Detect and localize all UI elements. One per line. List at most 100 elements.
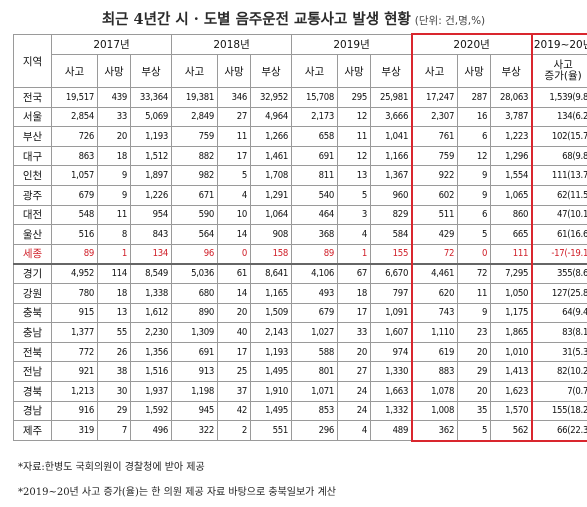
value-cell: 1,332: [370, 400, 413, 422]
value-cell: 620: [411, 282, 459, 304]
value-cell: 913: [171, 361, 219, 382]
value-cell: 1,495: [250, 400, 293, 422]
value-cell: 908: [250, 224, 293, 245]
table-row: 대구 863 18 1,512 882 17 1,461 691 12 1,166 759 12 1,2…: [13, 145, 587, 167]
value-cell: 1,091: [370, 302, 413, 324]
value-cell: 17: [337, 302, 372, 324]
value-cell: 9: [457, 184, 492, 206]
value-cell: 19,517: [51, 87, 98, 108]
value-cell: 5: [217, 165, 252, 186]
value-cell: 296: [291, 420, 339, 441]
region-cell: 전북: [13, 341, 52, 363]
value-cell: 368: [291, 224, 339, 245]
value-cell: 540: [291, 184, 339, 206]
region-cell: 전남: [13, 361, 52, 382]
region-cell: 전국: [13, 87, 52, 108]
value-cell: 13: [97, 302, 131, 324]
value-cell: 759: [411, 145, 459, 167]
year-header-2019: 2019년: [291, 34, 413, 55]
value-cell: 17: [217, 145, 252, 167]
change-cell: 64(9.4): [531, 302, 587, 324]
value-cell: 1,064: [250, 204, 293, 226]
value-cell: 1,612: [129, 302, 173, 324]
value-cell: 158: [250, 243, 293, 265]
value-cell: 2,230: [129, 322, 173, 343]
value-cell: 2,849: [171, 106, 219, 128]
region-cell: 서울: [13, 106, 52, 128]
value-cell: 26: [97, 341, 131, 363]
value-cell: 114: [97, 262, 131, 284]
title-unit: (단위: 건,명,%): [414, 15, 486, 27]
value-cell: 954: [129, 204, 173, 226]
value-cell: 1,516: [129, 361, 173, 382]
change-cell: 134(6.2): [531, 106, 587, 128]
value-cell: 1,226: [129, 184, 173, 206]
value-cell: 564: [171, 224, 219, 245]
value-cell: 20: [457, 341, 492, 363]
subheader-cell: 사망: [337, 54, 372, 88]
region-cell: 충남: [13, 322, 52, 343]
value-cell: 5: [457, 420, 492, 441]
value-cell: 4,106: [291, 262, 339, 284]
value-cell: 548: [51, 204, 98, 226]
value-cell: 2,854: [51, 106, 98, 128]
subheader-cell: 사고: [411, 54, 459, 88]
region-cell: 인천: [13, 165, 52, 186]
value-cell: 72: [457, 262, 492, 284]
value-cell: 4: [337, 224, 372, 245]
change-cell: 68(9.8): [531, 145, 587, 167]
value-cell: 9: [97, 184, 131, 206]
value-cell: 860: [490, 204, 533, 226]
value-cell: 0: [457, 243, 492, 265]
value-cell: 295: [337, 87, 372, 108]
value-cell: 1,512: [129, 145, 173, 167]
value-cell: 7: [97, 420, 131, 441]
value-cell: 18: [97, 145, 131, 167]
value-cell: 319: [51, 420, 98, 441]
value-cell: 1,193: [250, 341, 293, 363]
value-cell: 9: [457, 165, 492, 186]
value-cell: 20: [337, 341, 372, 363]
change-cell: 127(25.8): [531, 282, 587, 304]
change-cell: 61(16.6): [531, 224, 587, 245]
value-cell: 801: [291, 361, 339, 382]
value-cell: 5,036: [171, 262, 219, 284]
value-cell: 32,952: [250, 87, 293, 108]
value-cell: 562: [490, 420, 533, 441]
subheader-cell: 부상: [250, 54, 293, 88]
value-cell: 1,041: [370, 126, 413, 147]
value-cell: 155: [370, 243, 413, 265]
value-cell: 1,592: [129, 400, 173, 422]
region-cell: 강원: [13, 282, 52, 304]
value-cell: 2: [217, 420, 252, 441]
value-cell: 853: [291, 400, 339, 422]
table-body: 전국 19,517 439 33,364 19,381 346 32,952 15,708 29…: [13, 87, 587, 441]
value-cell: 9: [97, 165, 131, 186]
value-cell: 1,338: [129, 282, 173, 304]
value-cell: 883: [411, 361, 459, 382]
value-cell: 811: [291, 165, 339, 186]
value-cell: 14: [217, 282, 252, 304]
region-cell: 부산: [13, 126, 52, 147]
value-cell: 1,910: [250, 380, 293, 402]
value-cell: 665: [490, 224, 533, 245]
value-cell: 882: [171, 145, 219, 167]
value-cell: 680: [171, 282, 219, 304]
value-cell: 982: [171, 165, 219, 186]
value-cell: 1,377: [51, 322, 98, 343]
value-cell: 42: [217, 400, 252, 422]
value-cell: 493: [291, 282, 339, 304]
value-cell: 679: [291, 302, 339, 324]
value-cell: 8: [97, 224, 131, 245]
value-cell: 1,166: [370, 145, 413, 167]
header-row-years: 지역 2017년 2018년 2019년 2020년 2019~20년: [13, 34, 587, 88]
table-row: 경기 4,952 114 8,549 5,036 61 8,641 4,106 67 6,670 4…: [13, 262, 587, 284]
value-cell: 916: [51, 400, 98, 422]
value-cell: 11: [217, 126, 252, 147]
value-cell: 11: [457, 282, 492, 304]
value-cell: 679: [51, 184, 98, 206]
value-cell: 6: [457, 204, 492, 226]
value-cell: 843: [129, 224, 173, 245]
change-cell: 47(10.1): [531, 204, 587, 226]
